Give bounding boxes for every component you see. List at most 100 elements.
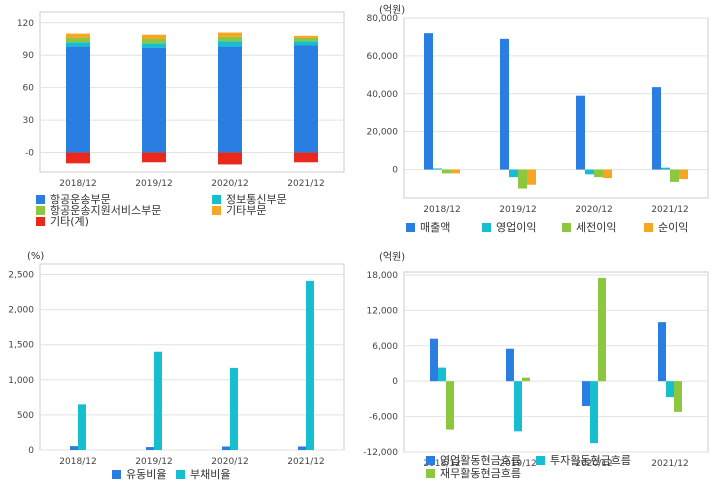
bar-4-2018/12 bbox=[451, 169, 460, 174]
plot-frame bbox=[39, 263, 345, 451]
bar-3-2018/12 bbox=[442, 169, 451, 174]
bar-2-2018/12 bbox=[78, 404, 86, 450]
plot-frame bbox=[403, 271, 709, 453]
bar-1-2019/12 bbox=[506, 348, 514, 382]
legend-label: 세전이익 bbox=[576, 221, 616, 234]
unit-label: (억원) bbox=[379, 4, 405, 16]
bar-2-2020/12 bbox=[590, 381, 598, 444]
bar-1-2021/12 bbox=[658, 322, 666, 382]
bar-2-2020/12 bbox=[218, 41, 242, 47]
x-tick-label: 2020/12 bbox=[211, 457, 248, 467]
y-tick-label: 60,000 bbox=[367, 52, 399, 62]
y-tick-label: 0 bbox=[392, 377, 398, 387]
bar-3-2021/12 bbox=[670, 169, 679, 182]
unit-label: (억원) bbox=[379, 251, 405, 263]
bar-1-2021/12 bbox=[298, 446, 306, 450]
bar-1-2018/12 bbox=[424, 33, 433, 170]
chart-4: (억원) -12,000 -6,000 0 6,000 12,000 18,000 2018/… bbox=[363, 251, 709, 480]
legend-label: 투자활동현금흐름 bbox=[550, 453, 631, 467]
bar-3-2021/12 bbox=[674, 381, 682, 412]
y-tick-label: 120 bbox=[17, 19, 34, 29]
bar-2-2018/12 bbox=[438, 367, 446, 382]
y-tick-label: 0 bbox=[392, 166, 398, 176]
x-tick-label: 2018/12 bbox=[59, 179, 96, 189]
legend-swatch bbox=[176, 470, 185, 479]
y-tick-label: 2,500 bbox=[8, 271, 34, 281]
legend-swatch bbox=[562, 223, 571, 232]
x-tick-label: 2019/12 bbox=[499, 459, 536, 469]
y-tick-label: -12,000 bbox=[363, 448, 398, 458]
bar-1-2018/12 bbox=[66, 46, 90, 153]
y-tick-label: -6,000 bbox=[369, 413, 398, 423]
bar-3-2020/12 bbox=[598, 277, 606, 382]
legend-label: 항공운송부문 bbox=[50, 193, 111, 206]
bar-3-2020/12 bbox=[218, 36, 242, 42]
legend-swatch bbox=[644, 223, 653, 232]
legend-swatch bbox=[212, 195, 221, 204]
x-tick-label: 2018/12 bbox=[423, 459, 460, 469]
x-tick-label: 2021/12 bbox=[287, 179, 324, 189]
legend-label: 재무활동현금흐름 bbox=[440, 466, 521, 480]
legend-swatch bbox=[36, 206, 45, 215]
bar-4-2021/12 bbox=[679, 169, 688, 180]
legend-label: 기타부문 bbox=[226, 204, 266, 217]
bar-1-2020/12 bbox=[576, 95, 585, 170]
y-tick-label: 2,000 bbox=[8, 306, 34, 316]
bar-5-2019/12 bbox=[142, 152, 166, 163]
y-tick-label: 20,000 bbox=[367, 128, 399, 138]
legend-swatch bbox=[212, 206, 221, 215]
bar-3-2019/12 bbox=[522, 377, 530, 382]
x-tick-label: 2021/12 bbox=[651, 459, 688, 469]
y-tick-label: 40,000 bbox=[367, 90, 399, 100]
y-tick-label: 18,000 bbox=[367, 271, 399, 281]
legend-swatch bbox=[482, 223, 491, 232]
bar-4-2020/12 bbox=[603, 169, 612, 179]
y-tick-label: 30 bbox=[23, 116, 35, 126]
bar-3-2019/12 bbox=[142, 39, 166, 44]
x-tick-label: 2019/12 bbox=[499, 205, 536, 215]
bar-5-2021/12 bbox=[294, 152, 318, 163]
legend-label: 정보통신부문 bbox=[226, 193, 287, 206]
bar-1-2020/12 bbox=[222, 446, 230, 450]
bar-2-2020/12 bbox=[585, 169, 594, 175]
bar-4-2019/12 bbox=[142, 34, 166, 40]
y-tick-label: 80,000 bbox=[367, 14, 399, 24]
legend-swatch bbox=[406, 223, 415, 232]
x-tick-label: 2019/12 bbox=[135, 457, 172, 467]
legend-swatch bbox=[536, 456, 545, 465]
x-tick-label: 2021/12 bbox=[287, 457, 324, 467]
bar-1-2019/12 bbox=[500, 38, 509, 170]
bar-1-2019/12 bbox=[142, 47, 166, 153]
bar-3-2018/12 bbox=[446, 381, 454, 430]
x-tick-label: 2020/12 bbox=[575, 205, 612, 215]
bar-1-2018/12 bbox=[70, 446, 78, 450]
bar-2-2021/12 bbox=[661, 167, 670, 170]
bar-1-2021/12 bbox=[652, 87, 661, 170]
bar-2-2019/12 bbox=[514, 381, 522, 432]
bar-4-2018/12 bbox=[66, 33, 90, 38]
legend-label: 영업활동현금흐름 bbox=[440, 453, 521, 467]
bar-2-2018/12 bbox=[433, 168, 442, 170]
bar-4-2019/12 bbox=[527, 169, 536, 185]
bar-3-2018/12 bbox=[66, 37, 90, 43]
legend-swatch bbox=[426, 469, 435, 478]
legend-label: 유동비율 bbox=[126, 468, 166, 481]
bar-3-2020/12 bbox=[594, 169, 603, 178]
y-tick-label: 1,500 bbox=[8, 341, 34, 351]
chart-2: (억원) 0 20,000 40,000 60,000 80,000 2018/12 2019… bbox=[367, 4, 709, 234]
y-tick-label: 12,000 bbox=[367, 306, 399, 316]
y-tick-label: 1,000 bbox=[8, 376, 34, 386]
x-tick-label: 2021/12 bbox=[651, 205, 688, 215]
legend-label: 부채비율 bbox=[190, 468, 230, 481]
bar-4-2021/12 bbox=[294, 35, 318, 38]
bar-2-2020/12 bbox=[230, 367, 238, 450]
bar-1-2020/12 bbox=[582, 381, 590, 406]
legend-label: 기타(계) bbox=[50, 215, 89, 228]
bar-2-2021/12 bbox=[306, 280, 314, 450]
bar-4-2020/12 bbox=[218, 32, 242, 37]
bar-5-2018/12 bbox=[66, 152, 90, 164]
legend: 유동비율 부채비율 bbox=[112, 468, 230, 481]
legend-swatch bbox=[36, 195, 45, 204]
